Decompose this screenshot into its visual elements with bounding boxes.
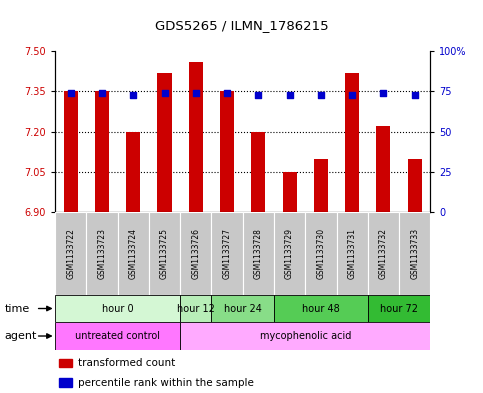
Point	[161, 90, 169, 96]
Bar	[55, 295, 180, 322]
Bar	[64, 92, 78, 212]
Text: untreated control: untreated control	[75, 331, 160, 341]
Bar	[408, 158, 422, 212]
Bar	[118, 212, 149, 295]
Text: agent: agent	[5, 331, 37, 341]
Bar	[86, 212, 118, 295]
Bar	[149, 212, 180, 295]
Text: GSM1133733: GSM1133733	[410, 228, 419, 279]
Text: GSM1133726: GSM1133726	[191, 228, 200, 279]
Text: GSM1133728: GSM1133728	[254, 228, 263, 279]
Text: GSM1133725: GSM1133725	[160, 228, 169, 279]
Text: time: time	[5, 303, 30, 314]
Point	[129, 92, 137, 98]
Text: GSM1133727: GSM1133727	[223, 228, 231, 279]
Bar	[212, 212, 243, 295]
Text: hour 0: hour 0	[102, 303, 133, 314]
Text: percentile rank within the sample: percentile rank within the sample	[78, 378, 254, 388]
Bar	[189, 62, 203, 212]
Bar	[157, 73, 171, 212]
Point	[411, 92, 419, 98]
Bar	[243, 212, 274, 295]
Bar	[345, 73, 359, 212]
Bar	[274, 295, 368, 322]
Point	[67, 90, 74, 96]
Text: GSM1133729: GSM1133729	[285, 228, 294, 279]
Text: hour 24: hour 24	[224, 303, 262, 314]
Point	[98, 90, 106, 96]
Text: hour 48: hour 48	[302, 303, 340, 314]
Bar	[376, 126, 390, 212]
Bar	[55, 322, 180, 350]
Bar	[283, 172, 297, 212]
Bar	[55, 212, 86, 295]
Text: GDS5265 / ILMN_1786215: GDS5265 / ILMN_1786215	[155, 19, 328, 32]
Text: GSM1133732: GSM1133732	[379, 228, 388, 279]
Text: GSM1133722: GSM1133722	[66, 228, 75, 279]
Bar	[368, 295, 430, 322]
Bar	[251, 132, 265, 212]
Bar	[59, 378, 72, 387]
Bar	[337, 212, 368, 295]
Bar	[399, 212, 430, 295]
Bar	[274, 212, 305, 295]
Bar	[59, 359, 72, 367]
Text: GSM1133724: GSM1133724	[129, 228, 138, 279]
Bar	[314, 158, 328, 212]
Bar	[180, 295, 212, 322]
Point	[192, 90, 199, 96]
Point	[348, 92, 356, 98]
Point	[317, 92, 325, 98]
Text: GSM1133730: GSM1133730	[316, 228, 326, 279]
Bar	[180, 322, 430, 350]
Bar	[95, 92, 109, 212]
Bar	[220, 92, 234, 212]
Text: hour 12: hour 12	[177, 303, 215, 314]
Text: hour 72: hour 72	[380, 303, 418, 314]
Point	[223, 90, 231, 96]
Text: GSM1133723: GSM1133723	[98, 228, 106, 279]
Bar	[305, 212, 337, 295]
Bar	[180, 212, 212, 295]
Text: transformed count: transformed count	[78, 358, 175, 368]
Text: GSM1133731: GSM1133731	[348, 228, 356, 279]
Bar	[212, 295, 274, 322]
Text: mycophenolic acid: mycophenolic acid	[259, 331, 351, 341]
Bar	[368, 212, 399, 295]
Point	[286, 92, 294, 98]
Point	[380, 90, 387, 96]
Bar	[126, 132, 140, 212]
Point	[255, 92, 262, 98]
